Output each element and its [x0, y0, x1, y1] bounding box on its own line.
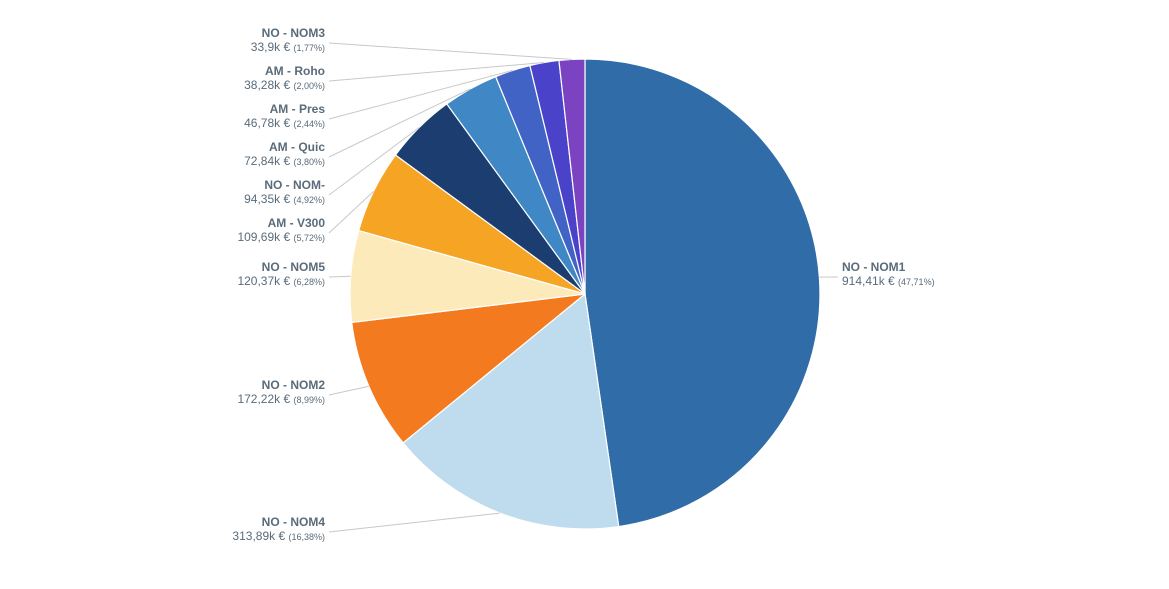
slice-value: 120,37k € [237, 274, 293, 288]
leader-line-no-nom [328, 127, 420, 196]
slice-value: 33,9k € [251, 40, 294, 54]
leader-line-am-pres [328, 69, 513, 120]
pie-slice-no-nom1[interactable] [584, 58, 821, 528]
pie-slice-no-nom4[interactable] [402, 293, 620, 530]
slice-label-name: AM - V300 [268, 216, 326, 230]
pie-slice-no-nom2[interactable] [351, 293, 586, 444]
slice-label-name: NO - NOM3 [262, 26, 326, 40]
slice-label-value: 313,89k € (16,38%) [232, 529, 325, 543]
leader-line-no-nom3 [328, 42, 572, 60]
slice-label-value: 72,84k € (3,80%) [244, 154, 325, 168]
slice-value: 109,69k € [237, 230, 293, 244]
slice-percent: (3,80%) [293, 157, 325, 167]
slice-percent: (6,28%) [293, 277, 325, 287]
slice-value: 72,84k € [244, 154, 293, 168]
pie-slices [349, 58, 821, 530]
slice-label-value: 109,69k € (5,72%) [237, 230, 325, 244]
leader-line-am-v300 [328, 190, 375, 234]
slice-label-value: 94,35k € (4,92%) [244, 192, 325, 206]
leader-line-no-nom4 [328, 512, 500, 533]
leader-line-no-nom2 [328, 385, 370, 396]
slice-percent: (4,92%) [293, 195, 325, 205]
slice-value: 172,22k € [237, 392, 293, 406]
slice-label-name: NO - NOM- [264, 178, 325, 192]
slice-label-value: 914,41k € (47,71%) [842, 274, 935, 288]
slice-label-value: 33,9k € (1,77%) [251, 40, 325, 54]
slice-value: 38,28k € [244, 78, 293, 92]
slice-value: 313,89k € [232, 529, 288, 543]
slice-label-name: AM - Pres [270, 102, 326, 116]
slice-percent: (16,38%) [288, 532, 325, 542]
leader-line-no-nom5 [328, 275, 351, 278]
slice-percent: (1,77%) [293, 43, 325, 53]
slice-value: 914,41k € [842, 274, 898, 288]
pie-slice-no-nom3[interactable] [558, 58, 586, 295]
slice-value: 46,78k € [244, 116, 293, 130]
slice-label-name: NO - NOM5 [262, 260, 326, 274]
slice-label-name: NO - NOM4 [262, 515, 326, 529]
slice-value: 94,35k € [244, 192, 293, 206]
slice-percent: (5,72%) [293, 233, 325, 243]
slice-label-value: 38,28k € (2,00%) [244, 78, 325, 92]
slice-percent: (8,99%) [293, 395, 325, 405]
slice-label-value: 120,37k € (6,28%) [237, 274, 325, 288]
slice-percent: (2,00%) [293, 81, 325, 91]
slice-label-name: AM - Quic [269, 140, 325, 154]
slice-percent: (2,44%) [293, 119, 325, 129]
slice-label-value: 46,78k € (2,44%) [244, 116, 325, 130]
slice-label-value: 172,22k € (8,99%) [237, 392, 325, 406]
leader-line-am-roho [328, 62, 545, 82]
slice-label-name: NO - NOM1 [842, 260, 906, 274]
slice-label-name: AM - Roho [265, 64, 325, 78]
leader-line-am-quic [328, 88, 471, 158]
slice-label-name: NO - NOM2 [262, 378, 326, 392]
label-leader-lines [328, 42, 839, 533]
slice-percent: (47,71%) [898, 277, 935, 287]
